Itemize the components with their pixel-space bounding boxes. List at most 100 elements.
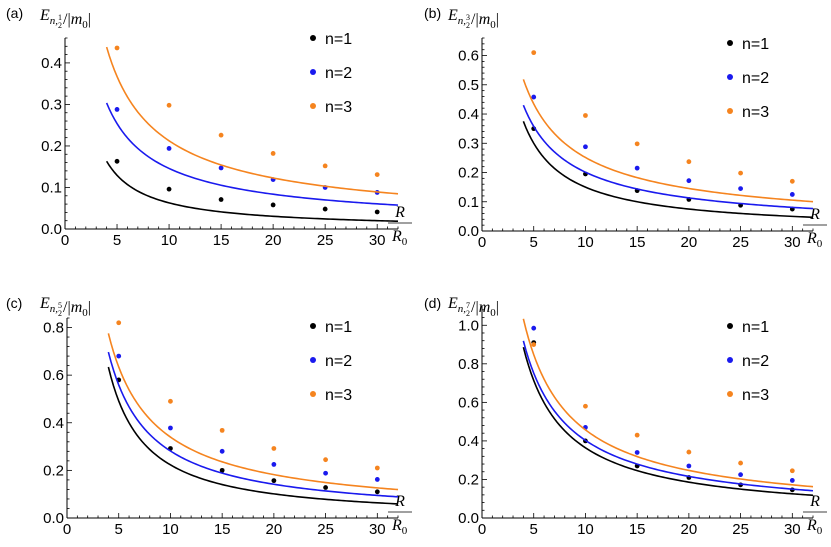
x-axis-label-denominator: R0 bbox=[391, 228, 408, 248]
x-axis-label-numerator: R bbox=[809, 493, 820, 510]
x-tick-label: 0 bbox=[478, 521, 486, 538]
data-point bbox=[738, 170, 743, 176]
y-tick-label: 0.4 bbox=[41, 55, 62, 72]
x-axis-label-numerator: R bbox=[809, 206, 820, 223]
y-tick-label: 0.2 bbox=[458, 165, 479, 182]
series-curve bbox=[105, 102, 399, 206]
y-tick-label: 0.2 bbox=[41, 138, 62, 155]
legend-entry: n=1 bbox=[742, 36, 769, 53]
data-point bbox=[166, 186, 172, 192]
x-tick-label: 10 bbox=[161, 232, 178, 249]
legend-marker bbox=[310, 103, 316, 109]
x-tick-label: 20 bbox=[265, 232, 282, 249]
data-point bbox=[686, 449, 692, 455]
x-axis-label-denominator: R0 bbox=[806, 517, 823, 537]
y-tick-label: 0.4 bbox=[458, 106, 479, 123]
y-tick-label: 0.6 bbox=[458, 394, 479, 411]
series-n2 bbox=[107, 351, 399, 498]
legend-entry: n=1 bbox=[742, 319, 769, 336]
data-point bbox=[634, 450, 640, 455]
series-n2 bbox=[522, 94, 814, 210]
legend-entry: n=3 bbox=[325, 387, 352, 404]
y-tick-label: 0.8 bbox=[43, 320, 64, 337]
y-tick-label: 0.8 bbox=[458, 356, 479, 373]
data-point bbox=[114, 158, 120, 164]
x-axis-label: R R0 bbox=[803, 206, 827, 250]
y-tick-label: 0.4 bbox=[43, 415, 64, 432]
legend-entry: n=1 bbox=[325, 319, 352, 336]
series-n1 bbox=[522, 121, 814, 219]
data-point bbox=[583, 113, 588, 118]
legend-marker bbox=[310, 391, 316, 397]
y-tick-label: 0.0 bbox=[458, 510, 479, 527]
y-tick-label: 0.1 bbox=[458, 194, 479, 211]
legend-marker bbox=[727, 323, 733, 329]
legend-entry: n=3 bbox=[325, 99, 352, 116]
data-point bbox=[270, 151, 276, 156]
data-point bbox=[218, 132, 224, 138]
series-n3 bbox=[105, 45, 399, 195]
panel-label: (c) bbox=[6, 295, 22, 311]
legend-marker bbox=[727, 391, 733, 397]
y-tick-label: 0.3 bbox=[458, 135, 479, 152]
data-point bbox=[531, 94, 537, 100]
data-point bbox=[374, 477, 380, 482]
data-point bbox=[219, 448, 225, 454]
legend-marker bbox=[727, 74, 733, 80]
x-tick-label: 0 bbox=[61, 232, 69, 249]
data-point bbox=[789, 478, 795, 483]
data-point bbox=[271, 462, 277, 467]
y-axis-label: En,7 2/|m0| bbox=[447, 295, 499, 319]
data-point bbox=[634, 141, 640, 147]
series-curve bbox=[522, 104, 814, 210]
y-tick-label: 0.0 bbox=[43, 510, 64, 527]
legend-marker bbox=[310, 35, 316, 41]
panel-a: (a) En,1 2/|m0| R R0 0 5 10 15 20 25 30 0.0 0.1 0.2 0.3… bbox=[6, 5, 412, 249]
data-point bbox=[219, 427, 225, 433]
y-tick-label: 0.6 bbox=[458, 48, 479, 65]
series-n3 bbox=[522, 50, 814, 203]
x-tick-label: 30 bbox=[369, 521, 386, 538]
legend: n=1 n=2 n=3 bbox=[310, 319, 352, 404]
series-n1 bbox=[105, 158, 399, 223]
data-point bbox=[686, 159, 692, 165]
data-point bbox=[374, 209, 380, 215]
x-tick-label: 10 bbox=[577, 234, 594, 251]
data-point bbox=[271, 478, 277, 484]
x-tick-label: 5 bbox=[115, 521, 123, 538]
series-curve bbox=[105, 160, 399, 223]
panel-c: (c) En,5 2/|m0| R R0 0 5 10 15 20 25 30 0.0 0.2 0.4 0.6… bbox=[6, 295, 412, 538]
data-point bbox=[789, 192, 795, 197]
y-axis-label: En,1 2/|m0| bbox=[39, 7, 91, 31]
x-axis-label: R R0 bbox=[388, 493, 412, 537]
x-tick-label: 30 bbox=[369, 232, 386, 249]
panel-d: (d) En,7 2/|m0| R R0 0 5 10 15 20 25 30 0.0 0.2 0.4 0.6… bbox=[424, 295, 827, 538]
panel-label: (a) bbox=[6, 5, 23, 21]
series-curve bbox=[522, 79, 814, 203]
data-point bbox=[116, 353, 122, 359]
x-axis-label-denominator: R0 bbox=[806, 230, 823, 250]
data-point bbox=[271, 446, 277, 451]
legend-marker bbox=[310, 323, 316, 329]
legend-marker bbox=[727, 40, 733, 46]
x-tick-label: 0 bbox=[63, 521, 71, 538]
data-point bbox=[738, 460, 743, 466]
x-axis-label-numerator: R bbox=[394, 493, 405, 510]
y-tick-label: 0.0 bbox=[41, 221, 62, 238]
x-tick-label: 10 bbox=[577, 521, 594, 538]
data-point bbox=[738, 472, 743, 478]
x-tick-label: 15 bbox=[214, 521, 231, 538]
x-tick-label: 5 bbox=[530, 521, 538, 538]
x-axis-label-denominator: R0 bbox=[391, 517, 408, 537]
x-tick-label: 20 bbox=[681, 234, 698, 251]
y-tick-label: 0.4 bbox=[458, 433, 479, 450]
x-tick-label: 15 bbox=[629, 234, 646, 251]
data-point bbox=[166, 146, 172, 151]
x-tick-label: 20 bbox=[266, 521, 283, 538]
series-curve bbox=[107, 351, 399, 498]
x-tick-label: 10 bbox=[162, 521, 179, 538]
data-point bbox=[114, 107, 120, 112]
data-point bbox=[323, 485, 328, 490]
data-point bbox=[168, 398, 173, 404]
